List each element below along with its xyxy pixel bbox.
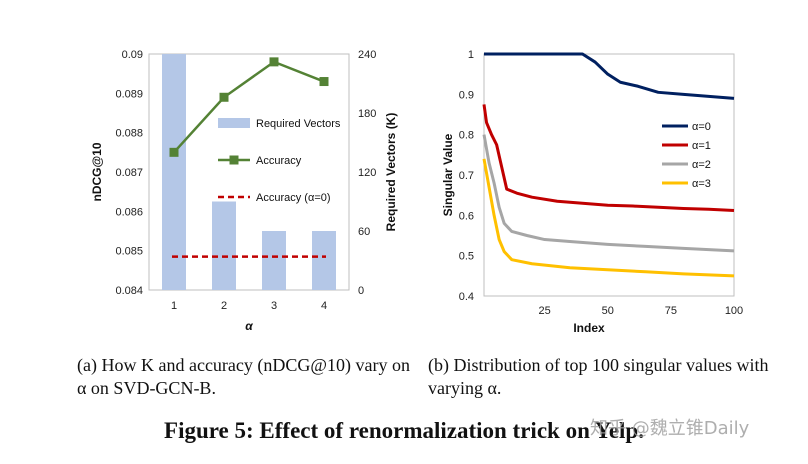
y-tick-label: 0.4 [459, 291, 474, 303]
plot-area-b [483, 53, 735, 297]
y-axis-label: Singular Value [441, 133, 455, 216]
point-accuracy [269, 57, 279, 67]
series-line-accuracy [173, 60, 325, 154]
caption-a: (a) How K and accuracy (nDCG@10) vary on… [77, 355, 410, 398]
x-axis-label: α [245, 319, 253, 333]
x-tick-label: 3 [271, 300, 277, 312]
legend-label-accuracy-alpha0: Accuracy (α=0) [256, 192, 331, 204]
watermark: 知乎 @魏立锥Daily [590, 418, 750, 439]
series-line-0 [484, 52, 735, 100]
point-accuracy [319, 77, 329, 87]
series-line-2 [482, 134, 735, 253]
x-tick-label: 25 [538, 305, 550, 317]
y-tick-label-left: 0.084 [115, 285, 143, 297]
y-tick-label: 0.8 [459, 130, 474, 142]
y-tick-label-right: 60 [358, 226, 370, 238]
y-tick-label: 0.7 [459, 170, 474, 182]
caption-b: (b) Distribution of top 100 singular val… [428, 355, 769, 398]
chart-b: 0.4 0.5 0.6 0.7 0.8 0.9 1 25 50 75 100 Index Singula… [441, 49, 743, 335]
chart-a: 0.084 0.085 0.086 0.087 0.088 0.089 0.09 0 60 120… [90, 49, 398, 333]
y-tick-label: 0.6 [459, 210, 474, 222]
y-tick-label-left: 0.088 [115, 128, 143, 140]
legend-label: α=1 [692, 140, 711, 152]
y-tick-label-left: 0.087 [115, 167, 143, 179]
bar-required-vectors [212, 201, 236, 290]
series-line-3 [482, 158, 735, 278]
y-tick-label-left: 0.09 [122, 49, 143, 61]
y-tick-label-right: 180 [358, 108, 376, 120]
bar-required-vectors [262, 231, 286, 290]
legend-label-required-vectors: Required Vectors [256, 118, 341, 130]
series-line-1 [482, 104, 735, 212]
x-axis-label: Index [573, 321, 605, 335]
y-tick-label: 1 [468, 49, 474, 61]
legend-label-accuracy: Accuracy [256, 155, 302, 167]
y-tick-label-left: 0.089 [115, 88, 143, 100]
point-accuracy [169, 147, 179, 157]
x-tick-label: 75 [665, 305, 677, 317]
point-accuracy [219, 92, 229, 102]
bar-required-vectors [312, 231, 336, 290]
plot-area-a [148, 53, 350, 291]
x-tick-label: 4 [321, 300, 327, 312]
legend-label: α=0 [692, 121, 711, 133]
x-tick-label: 1 [171, 300, 177, 312]
y-tick-label-right: 240 [358, 49, 376, 61]
legend-label: α=3 [692, 178, 711, 190]
legend-label: α=2 [692, 159, 711, 171]
y-tick-label-right: 120 [358, 167, 376, 179]
x-tick-label: 2 [221, 300, 227, 312]
figure-title: Figure 5: Effect of renormalization tric… [164, 418, 644, 443]
legend-swatch-bar [218, 118, 250, 128]
y-tick-label: 0.9 [459, 89, 474, 101]
y-tick-label-right: 0 [358, 285, 364, 297]
y-tick-label-left: 0.085 [115, 246, 143, 258]
x-tick-label: 100 [725, 305, 743, 317]
y-axis-label-left: nDCG@10 [90, 142, 104, 201]
x-tick-label: 50 [602, 305, 614, 317]
legend-marker-accuracy [229, 155, 239, 165]
y-axis-label-right: Required Vectors (K) [384, 113, 398, 232]
bar-required-vectors [162, 54, 186, 290]
y-tick-label: 0.5 [459, 251, 474, 263]
y-tick-label-left: 0.086 [115, 206, 143, 218]
